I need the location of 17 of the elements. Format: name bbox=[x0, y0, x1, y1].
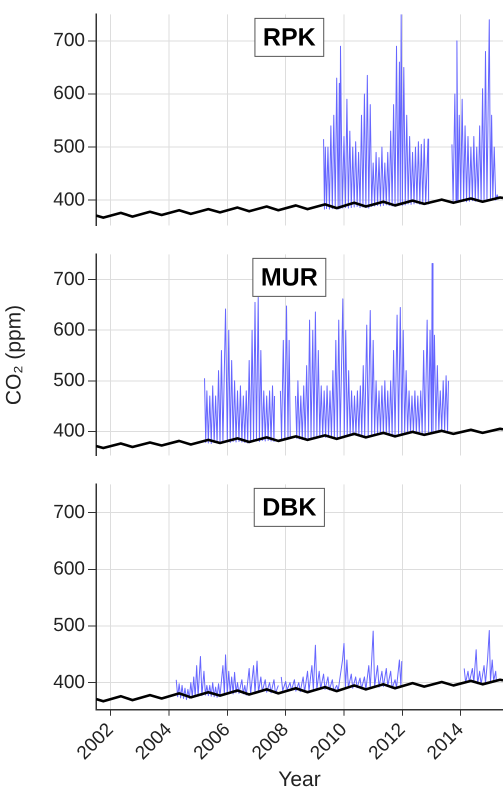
y-tick-label: 500 bbox=[53, 136, 85, 158]
y-tick-label: 500 bbox=[53, 370, 85, 392]
y-tick-label: 700 bbox=[53, 268, 85, 290]
y-tick-label: 700 bbox=[53, 502, 85, 523]
x-axis-title: Year bbox=[278, 768, 321, 792]
y-tick-label: 700 bbox=[53, 30, 85, 52]
chart-title: RPK bbox=[262, 23, 316, 52]
y-tick-label: 600 bbox=[53, 83, 85, 104]
chart-title: DBK bbox=[262, 493, 316, 522]
y-tick-label: 500 bbox=[53, 615, 85, 636]
y-tick-label: 400 bbox=[53, 672, 85, 693]
y-tick-label: 400 bbox=[53, 420, 85, 442]
chart-title: MUR bbox=[260, 263, 318, 292]
y-tick-label: 600 bbox=[53, 319, 85, 340]
y-axis-title: CO₂ (ppm) bbox=[2, 304, 26, 406]
y-tick-label: 600 bbox=[53, 558, 85, 580]
y-tick-label: 400 bbox=[53, 189, 85, 210]
